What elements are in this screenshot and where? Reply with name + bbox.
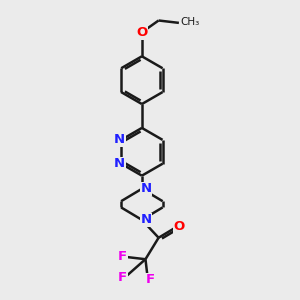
Text: CH₃: CH₃ xyxy=(181,17,200,27)
Text: N: N xyxy=(141,213,152,226)
Text: F: F xyxy=(118,271,127,284)
Text: O: O xyxy=(136,26,148,39)
Text: N: N xyxy=(141,182,152,195)
Text: F: F xyxy=(146,274,155,286)
Text: F: F xyxy=(118,250,127,263)
Text: N: N xyxy=(114,134,125,146)
Text: O: O xyxy=(173,220,184,233)
Text: N: N xyxy=(114,157,125,170)
